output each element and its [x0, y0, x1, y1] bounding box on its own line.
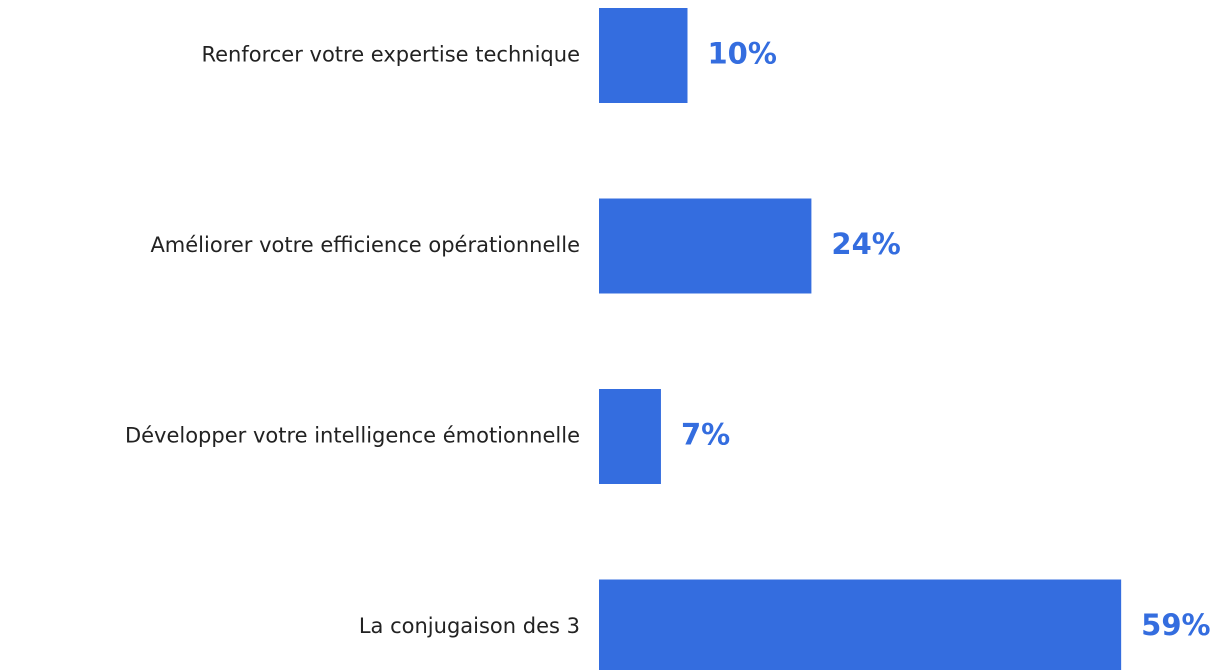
category-label: Améliorer votre efficience opérationnell…: [150, 233, 580, 257]
value-label: 24%: [831, 227, 900, 261]
bar: [599, 579, 1122, 670]
category-label: Renforcer votre expertise technique: [201, 43, 580, 67]
category-label: Développer votre intelligence émotionnel…: [125, 424, 580, 448]
bar: [599, 8, 688, 103]
value-label: 59%: [1141, 608, 1210, 642]
value-label: 10%: [708, 37, 777, 71]
value-label: 7%: [681, 418, 730, 452]
bar: [599, 198, 812, 294]
bar: [599, 389, 661, 484]
category-label: La conjugaison des 3: [359, 614, 580, 638]
